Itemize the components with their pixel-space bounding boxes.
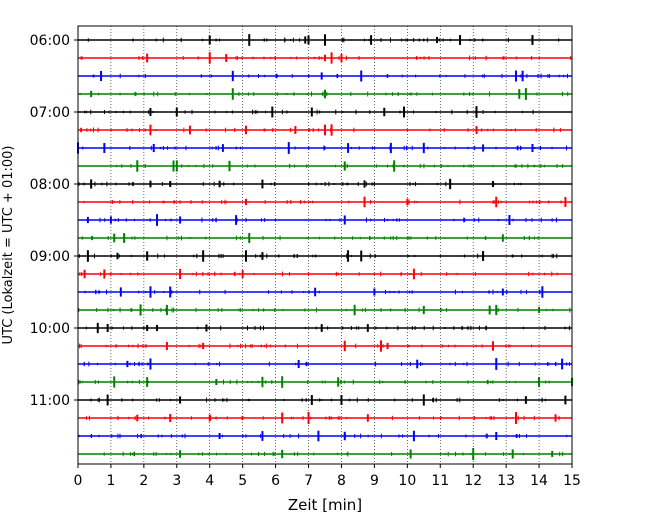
trace-row (78, 340, 572, 352)
y-tick-label: 10:00 (30, 321, 70, 337)
trace-row (78, 52, 572, 64)
x-tick-label: 9 (370, 473, 379, 489)
y-axis-ticks: 06:00 07:00 08:00 09:00 10:00 11:00 (30, 33, 78, 409)
x-tick-label: 0 (74, 473, 83, 489)
x-tick-label: 13 (497, 473, 515, 489)
trace-row (78, 196, 572, 208)
x-tick-label: 10 (398, 473, 416, 489)
trace-row (78, 160, 572, 172)
x-tick-label: 7 (304, 473, 313, 489)
trace-row (78, 376, 573, 388)
x-tick-label: 11 (431, 473, 449, 489)
x-tick-label: 15 (563, 473, 581, 489)
x-tick-label: 12 (464, 473, 482, 489)
y-tick-label: 08:00 (30, 177, 70, 193)
trace-row (78, 124, 572, 136)
x-axis-ticks: 0 1 2 3 4 5 6 7 8 9 10 11 12 13 14 15 (74, 464, 581, 489)
y-axis-label: UTC (Lokalzeit = UTC + 01:00) (1, 146, 16, 345)
trace-row (77, 142, 572, 154)
x-tick-label: 1 (106, 473, 115, 489)
x-tick-label: 3 (172, 473, 181, 489)
trace-row (78, 394, 572, 406)
trace-row (78, 448, 572, 460)
vertical-grid (110, 26, 540, 464)
trace-row (78, 70, 572, 82)
x-axis-label: Zeit [min] (288, 496, 362, 514)
y-tick-label: 06:00 (30, 33, 70, 49)
x-tick-label: 8 (337, 473, 346, 489)
trace-row (78, 286, 572, 298)
trace-row (78, 322, 572, 334)
x-tick-label: 6 (271, 473, 280, 489)
trace-row (78, 106, 572, 118)
trace-row (78, 232, 572, 244)
x-tick-label: 4 (205, 473, 214, 489)
plot-frame (77, 25, 573, 465)
trace-row (78, 250, 572, 262)
x-tick-label: 14 (530, 473, 548, 489)
trace-row (78, 358, 572, 370)
trace-row (78, 268, 572, 280)
y-tick-label: 09:00 (30, 249, 70, 265)
trace-row (78, 412, 572, 424)
x-tick-label: 2 (139, 473, 148, 489)
trace-rows (77, 34, 573, 460)
trace-row (78, 430, 572, 442)
trace-row (78, 178, 572, 190)
trace-row (78, 304, 572, 316)
trace-row (78, 214, 572, 226)
y-tick-label: 07:00 (30, 105, 70, 121)
x-tick-label: 5 (238, 473, 247, 489)
trace-row (78, 88, 572, 100)
y-tick-label: 11:00 (30, 393, 70, 409)
trace-row (78, 34, 572, 46)
